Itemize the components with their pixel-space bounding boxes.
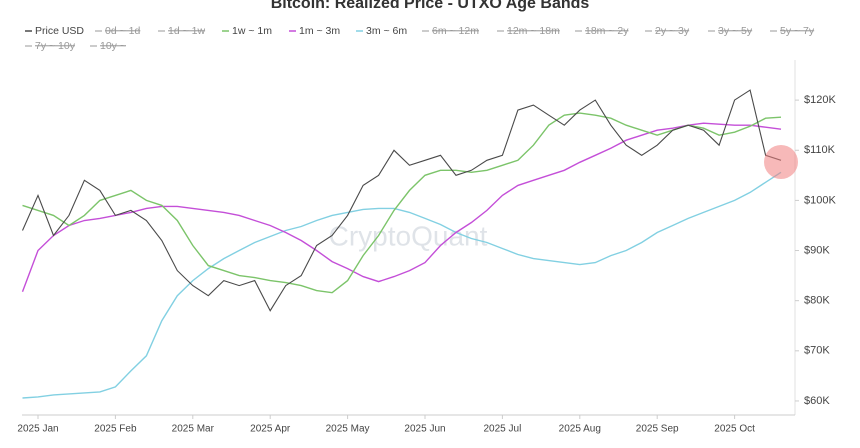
x-tick-label: 2025 Jul — [483, 424, 521, 435]
y-tick-label: $90K — [804, 244, 830, 256]
y-tick-label: $120K — [804, 94, 836, 106]
legend-label: 3m ~ 6m — [366, 25, 407, 37]
highlight-circle — [764, 145, 798, 179]
legend-label: 0d ~ 1d — [105, 25, 140, 37]
watermark: CryptoQuant — [329, 220, 488, 251]
legend-label: 10y ~ — [100, 40, 126, 52]
series-line — [22, 171, 782, 399]
series-line — [21, 89, 782, 312]
legend-label: 1w ~ 1m — [232, 25, 272, 37]
legend-label: 5y ~ 7y — [780, 25, 815, 37]
legend-label: 3y ~ 5y — [718, 25, 753, 37]
series-line — [22, 112, 782, 294]
y-tick-label: $70K — [804, 345, 830, 357]
y-tick-label: $80K — [804, 295, 830, 307]
legend-label: 6m ~ 12m — [432, 25, 479, 37]
series-line — [21, 122, 782, 292]
legend-label: 1d ~ 1w — [168, 25, 205, 37]
x-tick-label: 2025 Jun — [404, 424, 445, 435]
legend-label: 18m ~ 2y — [585, 25, 629, 37]
x-tick-label: 2025 Sep — [636, 424, 679, 435]
legend-label: 1m ~ 3m — [299, 25, 340, 37]
legend-label: Price USD — [35, 25, 84, 37]
y-tick-label: $110K — [804, 144, 836, 156]
x-tick-label: 2025 Mar — [172, 424, 215, 435]
x-tick-label: 2025 Apr — [250, 424, 291, 435]
x-tick-label: 2025 Oct — [714, 424, 755, 435]
y-tick-label: $60K — [804, 395, 830, 407]
legend-label: 12m ~ 18m — [507, 25, 560, 37]
y-tick-label: $100K — [804, 194, 836, 206]
chart-title: Bitcoin: Realized Price - UTXO Age Bands — [271, 0, 590, 12]
x-tick-label: 2025 Aug — [559, 424, 601, 435]
x-tick-label: 2025 May — [326, 424, 370, 435]
legend-label: 7y ~ 10y — [35, 40, 76, 52]
x-tick-label: 2025 Jan — [17, 424, 58, 435]
legend-label: 2y ~ 3y — [655, 25, 690, 37]
x-tick-label: 2025 Feb — [94, 424, 137, 435]
